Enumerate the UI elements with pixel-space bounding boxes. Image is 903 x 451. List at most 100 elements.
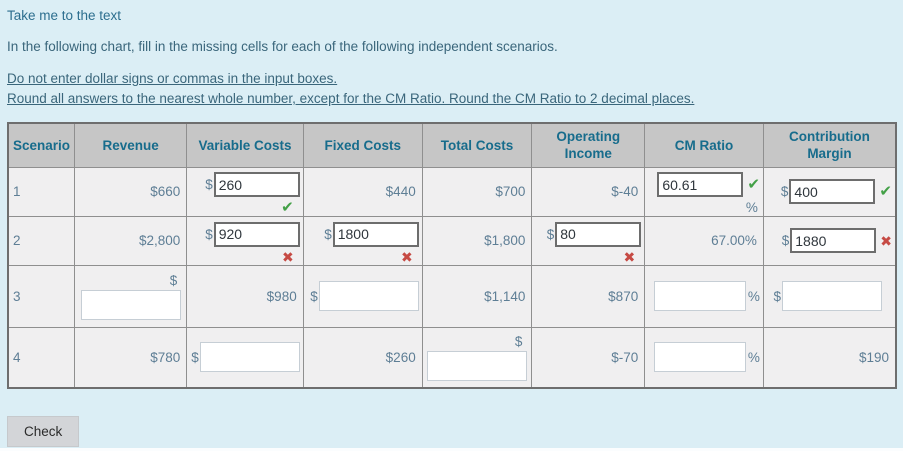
cell-fixed-costs-row1: $440	[302, 166, 423, 217]
note-no-dollar-signs: Do not enter dollar signs or commas in t…	[7, 71, 338, 86]
cell-revenue-row4: $780	[74, 326, 188, 389]
table-row: 2$2,800$✖$✖$1,800$✖67.00%$✖	[7, 215, 897, 266]
column-header-fixed-costs: Fixed Costs	[302, 122, 423, 168]
cell-total-costs-row3: $1,140	[421, 264, 533, 328]
cell-value: $1,140	[484, 288, 526, 304]
percent-suffix: %	[745, 200, 758, 215]
input-fixed-costs-row2[interactable]	[332, 221, 419, 247]
cell-cm-ratio-row3: %	[644, 264, 764, 328]
column-header-scenario: Scenario	[7, 122, 76, 168]
notes-block: Do not enter dollar signs or commas in t…	[7, 69, 897, 109]
cell-value: $700	[495, 184, 526, 199]
cell-value: $980	[266, 288, 297, 304]
cell-contribution-margin-row2: $✖	[762, 215, 897, 266]
cell-value: $2,800	[139, 233, 181, 248]
input-contribution-margin-row2[interactable]	[790, 228, 877, 253]
dollar-prefix: $	[324, 226, 332, 242]
cell-value: $660	[150, 184, 181, 199]
cell-contribution-margin-row4: $190	[762, 326, 897, 389]
cell-operating-income-row4: $-70	[531, 326, 646, 389]
x-icon: ✖	[880, 232, 892, 249]
scenario-number: 1	[13, 184, 21, 199]
cell-fixed-costs-row3: $	[302, 264, 423, 328]
table-header: Scenario Revenue Variable Costs Fixed Costs…	[7, 122, 897, 168]
cell-variable-costs-row1: $✔	[186, 166, 304, 217]
dollar-prefix: $	[546, 226, 555, 242]
input-revenue-row3[interactable]	[80, 289, 181, 320]
cell-operating-income-row1: $-40	[531, 166, 646, 217]
dollar-prefix: $	[310, 288, 318, 304]
input-variable-costs-row1[interactable]	[213, 172, 300, 197]
x-icon: ✖	[623, 248, 636, 265]
cell-variable-costs-row2: $✖	[186, 215, 304, 266]
input-cm-ratio-row1[interactable]	[657, 172, 744, 197]
dollar-prefix: $	[773, 288, 781, 304]
check-icon: ✔	[879, 183, 892, 200]
cell-total-costs-row2: $1,800	[421, 215, 533, 266]
input-variable-costs-row4[interactable]	[199, 342, 300, 373]
input-fixed-costs-row3[interactable]	[318, 281, 419, 311]
note-rounding: Round all answers to the nearest whole n…	[7, 91, 695, 106]
input-cm-ratio-row3[interactable]	[653, 281, 746, 311]
cell-revenue-row1: $660	[74, 166, 188, 217]
cell-value: $1,800	[484, 233, 526, 248]
input-variable-costs-row2[interactable]	[213, 221, 300, 247]
dollar-prefix: $	[780, 184, 789, 199]
check-button[interactable]: Check	[7, 416, 80, 447]
percent-suffix: %	[747, 349, 760, 365]
cell-variable-costs-row3: $980	[186, 264, 304, 328]
column-header-operating-income: Operating Income	[531, 122, 646, 168]
x-icon: ✖	[400, 248, 413, 265]
table-row: 3 $ $980 $ $1,140 $870% $	[7, 264, 897, 328]
input-operating-income-row2[interactable]	[555, 221, 642, 247]
dollar-prefix: $	[169, 272, 178, 288]
dollar-prefix: $	[781, 233, 790, 248]
scenario-number: 2	[13, 233, 21, 248]
cell-fixed-costs-row2: $✖	[302, 215, 423, 266]
cell-scenario-row3: 3	[7, 264, 76, 328]
input-total-costs-row4[interactable]	[427, 350, 528, 381]
cell-value: $440	[385, 184, 416, 199]
dollar-prefix: $	[514, 333, 523, 349]
column-header-cm-ratio: CM Ratio	[644, 122, 764, 168]
scenario-number: 3	[13, 288, 21, 304]
input-cm-ratio-row4[interactable]	[653, 342, 746, 373]
dollar-prefix: $	[191, 349, 199, 365]
column-header-revenue: Revenue	[74, 122, 188, 168]
cell-operating-income-row3: $870	[531, 264, 646, 328]
check-icon: ✔	[281, 199, 294, 216]
cell-contribution-margin-row3: $	[762, 264, 897, 328]
dollar-prefix: $	[205, 177, 213, 192]
cell-cm-ratio-row4: %	[644, 326, 764, 389]
cell-value: $870	[608, 288, 639, 304]
cell-scenario-row2: 2	[7, 215, 76, 266]
cell-scenario-row4: 4	[7, 326, 76, 389]
cell-value: $780	[150, 349, 181, 365]
x-icon: ✖	[281, 248, 294, 265]
cell-cm-ratio-row1: ✔%	[644, 166, 764, 217]
input-contribution-margin-row3[interactable]	[782, 281, 882, 311]
cell-operating-income-row2: $✖	[531, 215, 646, 266]
cell-total-costs-row1: $700	[421, 166, 533, 217]
cell-value: $-70	[611, 349, 639, 365]
cell-fixed-costs-row4: $260	[302, 326, 423, 389]
table-row: 1$660$✔$440$700$-40✔%$✔	[7, 166, 897, 217]
table-row: 4 $780 $ $260 $ $-70% $190	[7, 326, 897, 389]
cell-value: 67.00%	[711, 233, 757, 248]
scenario-number: 4	[13, 349, 21, 365]
cell-scenario-row1: 1	[7, 166, 76, 217]
cell-revenue-row2: $2,800	[74, 215, 188, 266]
input-contribution-margin-row1[interactable]	[789, 179, 876, 204]
cell-value: $260	[385, 349, 416, 365]
scenarios-table: Scenario Revenue Variable Costs Fixed Costs…	[7, 122, 897, 389]
cell-variable-costs-row4: $	[186, 326, 304, 389]
column-header-variable-costs: Variable Costs	[186, 122, 304, 168]
cell-contribution-margin-row1: $✔	[762, 166, 897, 217]
cell-value: $190	[858, 349, 889, 365]
cell-cm-ratio-row2: 67.00%	[644, 215, 764, 266]
cell-value: $-40	[611, 184, 639, 199]
take-me-to-text-link[interactable]: Take me to the text	[7, 8, 122, 23]
column-header-total-costs: Total Costs	[421, 122, 533, 168]
cell-revenue-row3: $	[74, 264, 188, 328]
